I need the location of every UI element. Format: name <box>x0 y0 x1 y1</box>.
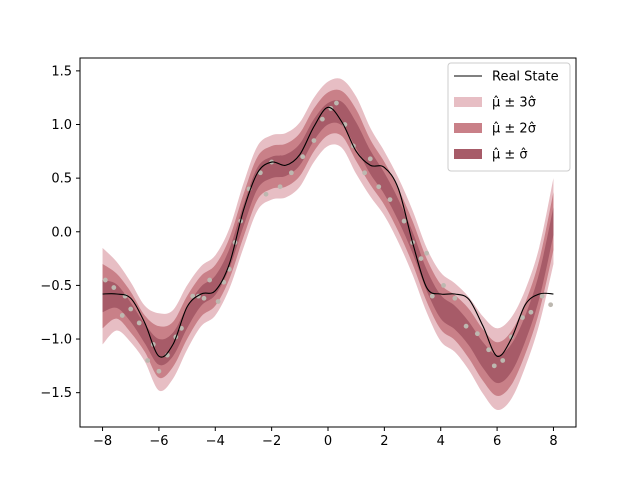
legend-band-swatch <box>454 123 482 133</box>
observation-point <box>418 256 424 261</box>
x-tick-label: 0 <box>324 434 332 449</box>
observation-point <box>452 295 458 301</box>
legend-label: μ̂ ± σ̂ <box>492 148 528 163</box>
x-tick-label: −6 <box>149 434 168 449</box>
legend-box <box>447 62 571 172</box>
observation-point <box>179 325 184 331</box>
y-tick-label: −1.0 <box>40 333 72 348</box>
observation-point <box>263 191 269 197</box>
observation-point <box>401 218 407 224</box>
y-tick-label: 0.0 <box>51 225 72 240</box>
observation-point <box>539 293 545 299</box>
observation-point <box>548 302 554 308</box>
observation-point <box>215 299 221 304</box>
real-state-series <box>102 106 554 358</box>
observation-point <box>190 293 196 299</box>
observation-point <box>334 100 339 106</box>
x-tick-label: −8 <box>93 434 112 449</box>
x-axis: −8 −6 −4 −2 0 2 4 6 8 <box>93 427 558 449</box>
x-tick-label: 2 <box>380 434 388 449</box>
x-tick-label: 6 <box>493 434 501 449</box>
observation-point <box>367 156 373 162</box>
legend-label: μ̂ ± 2σ̂ <box>492 122 536 137</box>
observation-point <box>128 306 134 312</box>
legend-label: Real State <box>492 70 559 85</box>
legend-band-swatch <box>454 97 482 107</box>
observation-point <box>145 358 151 363</box>
x-tick-label: −4 <box>206 434 225 449</box>
confidence-bands <box>102 78 554 410</box>
real-state-line <box>102 106 554 358</box>
legend-label: μ̂ ± 3σ̂ <box>492 96 536 111</box>
x-tick-label: 4 <box>437 434 445 449</box>
observation-point <box>387 197 393 202</box>
observation-point <box>288 170 294 176</box>
legend-band-swatch <box>454 149 482 159</box>
x-tick-label: −2 <box>262 434 281 449</box>
observation-point <box>300 154 306 160</box>
observation-point <box>520 315 525 320</box>
observation-point <box>424 250 430 256</box>
y-tick-label: −1.5 <box>40 386 72 401</box>
y-tick-label: 0.5 <box>51 172 72 187</box>
observation-point <box>136 320 142 326</box>
observation-point <box>102 277 108 283</box>
observation-point <box>463 323 469 329</box>
y-tick-label: 1.5 <box>51 64 72 79</box>
observation-point <box>441 283 446 288</box>
observation-point <box>528 309 534 315</box>
observation-point <box>257 170 263 176</box>
observation-point <box>119 313 125 318</box>
observation-point <box>500 358 506 363</box>
observation-point <box>491 363 497 369</box>
band-1-sigma <box>102 100 554 384</box>
observation-point <box>474 331 480 337</box>
observation-point <box>111 285 117 290</box>
band-2-sigma <box>102 89 554 396</box>
observation-point <box>311 138 317 144</box>
y-tick-label: 1.0 <box>51 118 72 133</box>
observation-point <box>362 170 368 176</box>
observation-point <box>486 347 492 353</box>
y-tick-label: −0.5 <box>40 279 72 294</box>
observation-point <box>319 116 325 122</box>
observation-point <box>207 277 213 283</box>
observation-point <box>201 295 207 301</box>
legend: Real State μ̂ ± 3σ̂ μ̂ ± 2σ̂ μ̂ ± σ̂ <box>447 62 571 172</box>
observation-point <box>376 184 382 190</box>
observation-point <box>277 184 283 190</box>
y-axis: −1.5 −1.0 −0.5 0.0 0.5 1.0 1.5 <box>40 64 80 401</box>
observation-point <box>429 293 435 299</box>
x-tick-label: 8 <box>549 434 557 449</box>
observation-point <box>156 368 162 374</box>
